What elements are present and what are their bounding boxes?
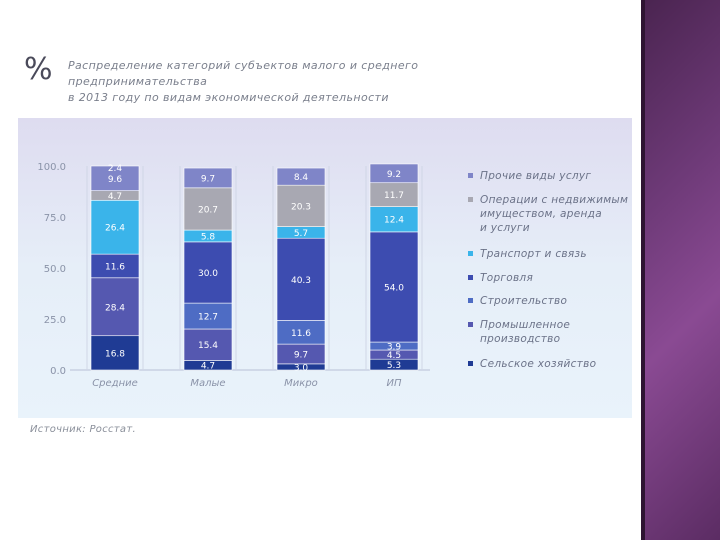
- legend-label: Транспорт и связь: [480, 248, 587, 260]
- data-label: 12.4: [384, 216, 404, 226]
- data-label: 5.7: [294, 229, 308, 239]
- chart-panel: 100.0 75.0 50.0 25.0 0.0 16.8 28.4 11.6 26.4 4.7 9…: [18, 118, 632, 418]
- data-label: 54.0: [384, 283, 404, 293]
- bar-segment: [183, 302, 233, 330]
- legend-swatch: [468, 197, 473, 202]
- bar-segment: [183, 328, 233, 361]
- y-tick-label: 100.0: [37, 162, 66, 173]
- bar-segment: [276, 167, 326, 186]
- x-tick-label: ИП: [387, 378, 402, 389]
- legend-swatch: [468, 361, 473, 366]
- chart-title-line-2: в 2013 году по видам экономической деяте…: [68, 91, 389, 104]
- bar-segment: [183, 167, 233, 189]
- data-label: 9.7: [201, 174, 215, 184]
- percent-symbol: %: [24, 52, 53, 87]
- legend-label: Сельское хозяйство: [480, 358, 596, 370]
- x-tick-label: Малые: [190, 378, 225, 389]
- legend-label: производство: [480, 333, 560, 345]
- data-label: 20.3: [291, 202, 311, 212]
- stacked-bar-chart: 100.0 75.0 50.0 25.0 0.0 16.8 28.4 11.6 26.4 4.7 9…: [37, 162, 628, 389]
- y-tick-label: 75.0: [44, 213, 66, 224]
- bar-segment: [369, 231, 419, 343]
- bar-segment: [276, 237, 326, 321]
- data-label: 11.6: [291, 329, 311, 339]
- legend-label: и услуги: [480, 222, 530, 234]
- data-label: 9.6: [108, 175, 123, 185]
- data-label: 20.7: [198, 205, 218, 215]
- bar-segment: [90, 335, 140, 371]
- legend-swatch: [468, 173, 473, 178]
- data-label: 2.4: [108, 164, 123, 174]
- y-tick-label: 25.0: [44, 315, 66, 326]
- data-label: 15.4: [198, 341, 218, 351]
- chart-title-line-1: Распределение категорий субъектов малого…: [68, 59, 419, 88]
- data-label: 9.2: [387, 170, 401, 180]
- data-label: 40.3: [291, 276, 311, 286]
- legend-label: Промышленное: [480, 319, 570, 331]
- legend-label: Строительство: [480, 295, 567, 307]
- data-label: 3.0: [294, 363, 309, 373]
- bar-segment: [90, 165, 140, 191]
- y-tick-label: 0.0: [50, 366, 66, 377]
- data-label: 3.9: [387, 343, 402, 353]
- legend-label: имуществом, аренда: [480, 208, 602, 220]
- data-label: 5.3: [387, 361, 401, 371]
- data-label: 30.0: [198, 269, 218, 279]
- data-label: 9.7: [294, 350, 308, 360]
- x-tick-label: Микро: [284, 378, 318, 389]
- legend-label: Торговля: [480, 272, 533, 284]
- bar-segment: [183, 187, 233, 231]
- legend-label: Прочие виды услуг: [480, 170, 591, 182]
- data-label: 28.4: [105, 303, 125, 313]
- decorative-side-band: [641, 0, 720, 540]
- data-label: 4.5: [387, 351, 401, 361]
- legend-swatch: [468, 275, 473, 280]
- data-label: 4.7: [108, 192, 122, 202]
- legend-label: Операции с недвижимым: [480, 194, 628, 206]
- data-label: 11.6: [105, 262, 125, 272]
- legend-swatch: [468, 251, 473, 256]
- data-label: 5.8: [201, 232, 216, 242]
- y-tick-label: 50.0: [44, 264, 66, 275]
- data-label: 11.7: [384, 191, 404, 201]
- legend-swatch: [468, 322, 473, 327]
- x-tick-label: Средние: [92, 378, 138, 389]
- bar-segment: [369, 163, 419, 184]
- data-label: 12.7: [198, 313, 218, 323]
- legend-swatch: [468, 298, 473, 303]
- data-label: 26.4: [105, 224, 125, 234]
- data-label: 16.8: [105, 349, 125, 359]
- data-label: 4.7: [201, 362, 215, 372]
- data-label: 8.4: [294, 173, 309, 183]
- bar-segment: [90, 199, 140, 255]
- source-note: Источник: Росстат.: [30, 424, 136, 435]
- chart-title: Распределение категорий субъектов малого…: [68, 58, 538, 106]
- bar-segment: [183, 241, 233, 304]
